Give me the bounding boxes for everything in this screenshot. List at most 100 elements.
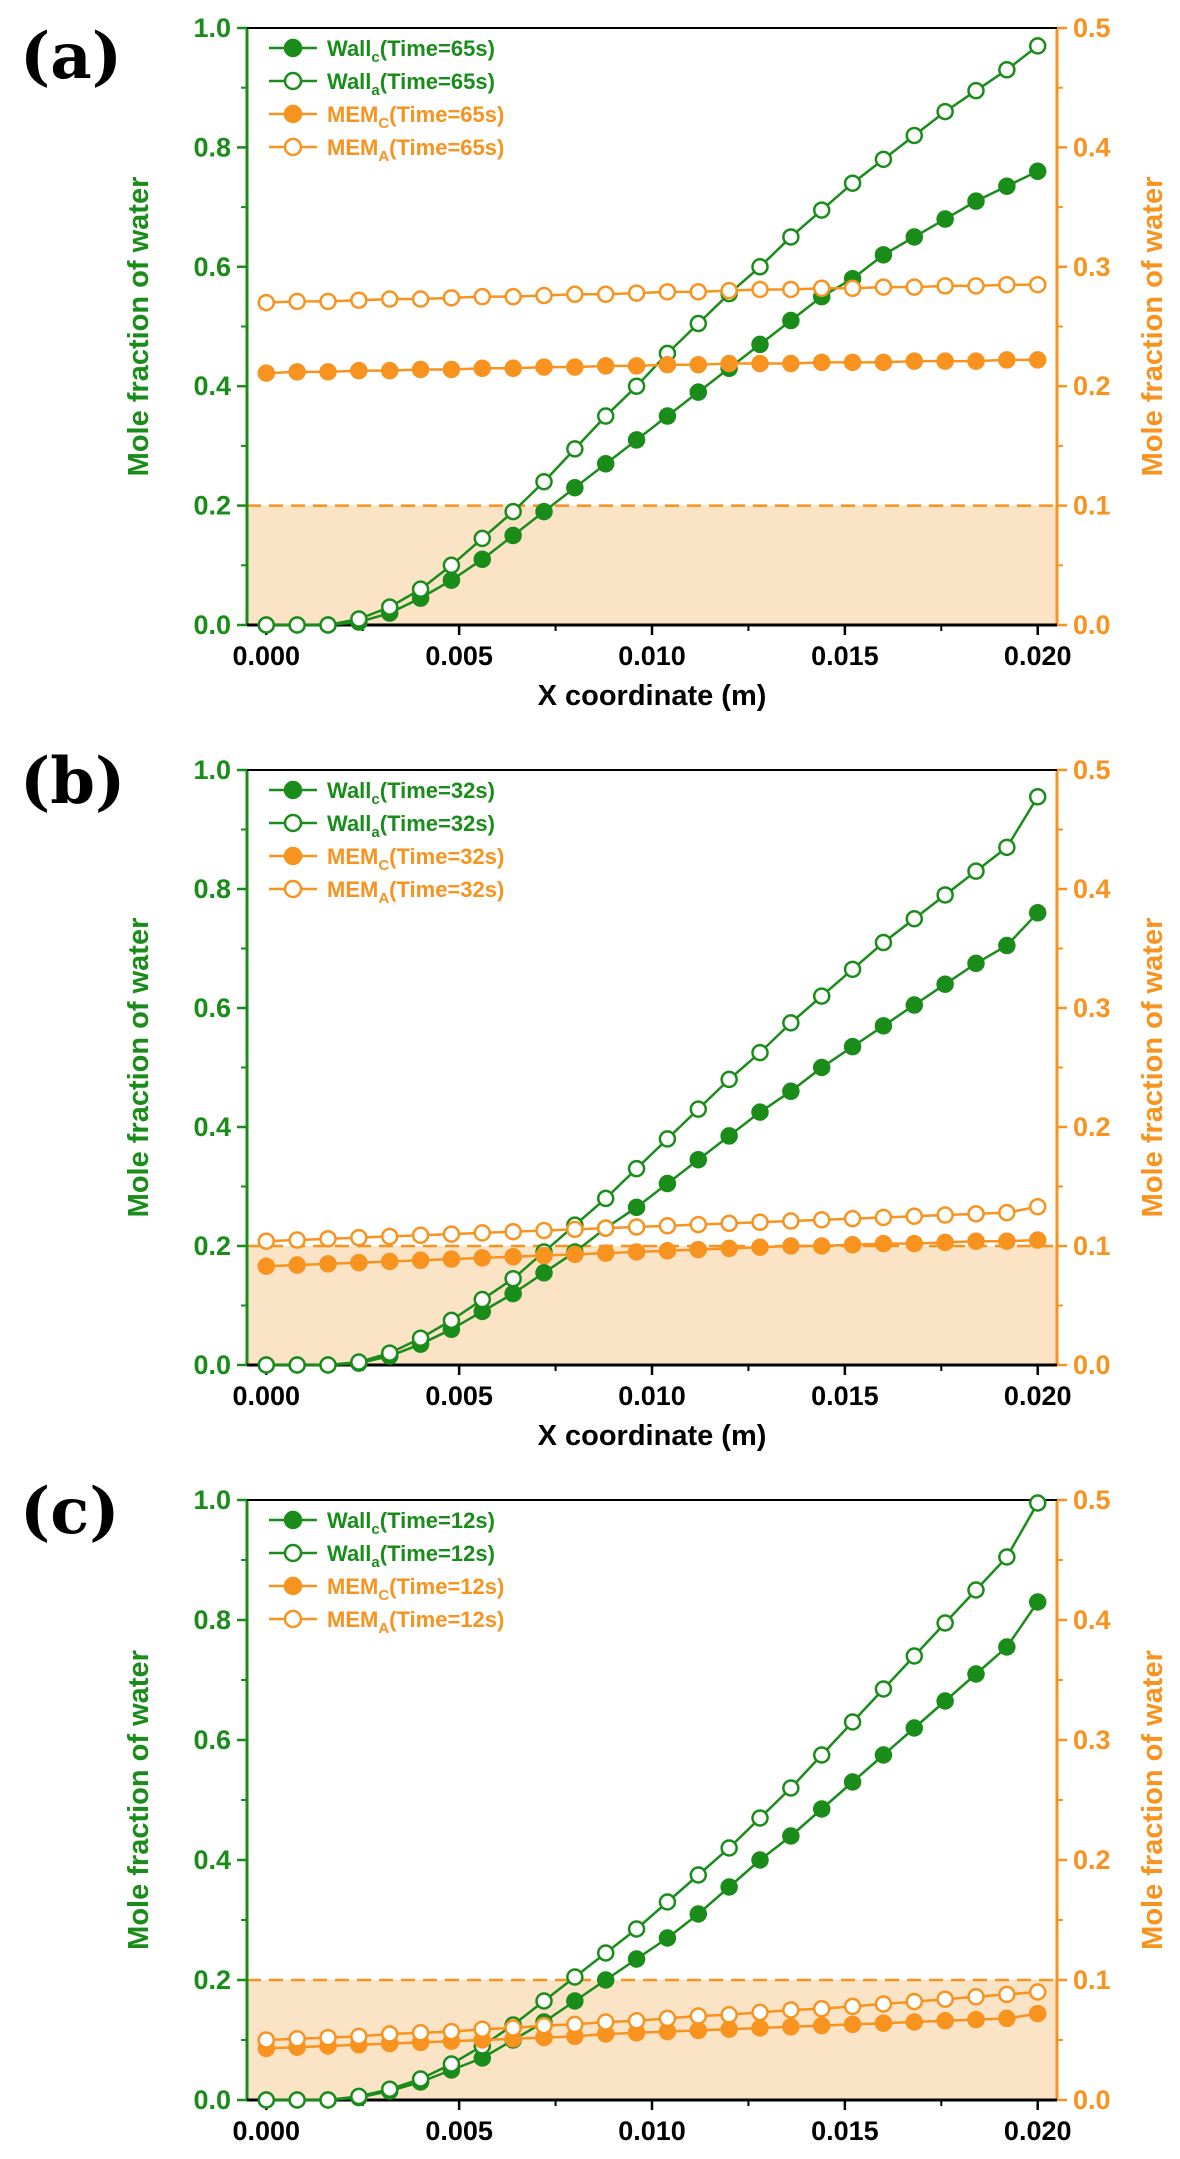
data-point	[689, 2007, 708, 2025]
data-point	[689, 355, 708, 374]
data-point	[442, 1311, 461, 1330]
data-point	[319, 292, 337, 311]
data-point	[504, 502, 522, 521]
right-y-tick-label: 0.4	[1073, 1605, 1111, 1635]
data-point	[782, 1082, 800, 1101]
threshold-shaded-region	[247, 505, 1057, 625]
data-point	[257, 2091, 276, 2109]
data-point	[504, 2019, 522, 2037]
legend-label-suffix: (Time=12s)	[380, 1508, 495, 1533]
data-point	[967, 81, 985, 100]
legend-label-subscript: c	[371, 49, 379, 66]
data-point	[1028, 2004, 1047, 2023]
data-point	[627, 2012, 646, 2030]
legend-label-main: MEM	[327, 844, 378, 869]
data-point	[658, 283, 677, 301]
legend-label-main: Wall	[327, 69, 371, 94]
data-point	[689, 1100, 708, 1118]
data-point	[442, 571, 461, 589]
series-mema-time-12s-	[257, 1983, 1047, 2049]
data-point	[1028, 1983, 1047, 2001]
left-y-tick-label: 0.2	[193, 491, 231, 521]
data-point	[905, 278, 924, 296]
left-y-axis-title: Mole fraction of water	[123, 918, 155, 1218]
data-point	[874, 1680, 893, 1698]
data-point	[905, 352, 924, 370]
data-point	[843, 1236, 862, 1254]
data-point	[905, 996, 924, 1014]
data-point	[720, 1127, 738, 1145]
data-point	[658, 1130, 677, 1148]
data-point	[1028, 162, 1047, 181]
data-point	[535, 1246, 553, 1265]
legend-label: MEMA(Time=32s)	[327, 877, 504, 907]
legend-label-suffix: (Time=12s)	[389, 1607, 504, 1632]
data-point	[658, 1893, 677, 1911]
legend-label-subscript: A	[378, 1620, 389, 1637]
data-point	[967, 352, 985, 370]
data-point	[257, 1257, 276, 1275]
right-y-tick-label: 0.1	[1073, 1965, 1111, 1995]
data-point	[874, 150, 893, 169]
legend-label-main: Wall	[327, 36, 371, 61]
data-point	[350, 1228, 368, 1247]
data-point	[751, 1043, 769, 1062]
data-point	[658, 1217, 677, 1235]
legend-label-main: Wall	[327, 811, 371, 836]
legend-label-suffix: (Time=65s)	[389, 135, 504, 160]
data-point	[442, 289, 461, 307]
legend-label-subscript: C	[378, 115, 389, 132]
data-point	[936, 1990, 954, 2008]
data-point	[720, 2020, 738, 2038]
data-point	[504, 1284, 522, 1303]
data-point	[1028, 1231, 1047, 1249]
data-point	[905, 1207, 924, 1225]
data-point	[751, 1213, 769, 1231]
data-point	[442, 556, 461, 575]
data-point	[751, 280, 769, 299]
data-point	[658, 407, 677, 425]
legend-label-suffix: (Time=65s)	[389, 102, 504, 127]
right-y-tick-label: 0.2	[1073, 1845, 1111, 1875]
legend-marker	[283, 1510, 303, 1530]
left-y-tick-label: 0.8	[193, 132, 231, 162]
data-point	[288, 292, 306, 311]
data-point	[566, 285, 584, 304]
data-point	[782, 2018, 800, 2036]
data-point	[720, 1214, 738, 1233]
data-point	[473, 1290, 492, 1309]
legend-label-suffix: (Time=12s)	[389, 1574, 504, 1599]
legend-label-subscript: a	[371, 824, 380, 841]
right-y-axis-title: Mole fraction of water	[1137, 918, 1169, 1218]
data-point	[627, 284, 646, 302]
data-point	[411, 1329, 430, 1347]
data-point	[442, 1250, 461, 1268]
data-point	[936, 2012, 954, 2030]
data-point	[1028, 788, 1047, 806]
threshold-shaded-region	[247, 1246, 1057, 1365]
right-y-tick-label: 0.2	[1073, 1112, 1111, 1142]
data-point	[473, 1224, 492, 1242]
left-y-tick-label: 0.2	[193, 1965, 231, 1995]
data-point	[257, 293, 276, 312]
data-point	[782, 280, 800, 299]
data-point	[874, 353, 893, 372]
data-point	[998, 936, 1016, 955]
data-point	[998, 1203, 1016, 1222]
legend-label-suffix: (Time=32s)	[389, 877, 504, 902]
left-y-tick-label: 0.6	[193, 993, 231, 1023]
data-point	[905, 1647, 924, 1665]
x-tick-label: 0.010	[618, 2116, 686, 2146]
panel-b: 0.000 0.005 0.010 0.015 0.0200.00.20.40.60.8…	[20, 744, 1169, 1452]
right-y-tick-label: 0.5	[1073, 755, 1111, 785]
data-point	[967, 277, 985, 295]
data-point	[442, 2055, 461, 2073]
data-point	[288, 1356, 306, 1374]
data-point	[967, 192, 985, 210]
legend: Wallc(Time=12s)Walla(Time=12s)MEMC(Time=…	[269, 1508, 504, 1637]
data-point	[843, 1209, 862, 1228]
right-y-tick-label: 0.1	[1073, 491, 1111, 521]
data-point	[874, 1208, 893, 1227]
data-point	[319, 1255, 337, 1273]
legend-label: Walla(Time=12s)	[327, 1541, 495, 1571]
